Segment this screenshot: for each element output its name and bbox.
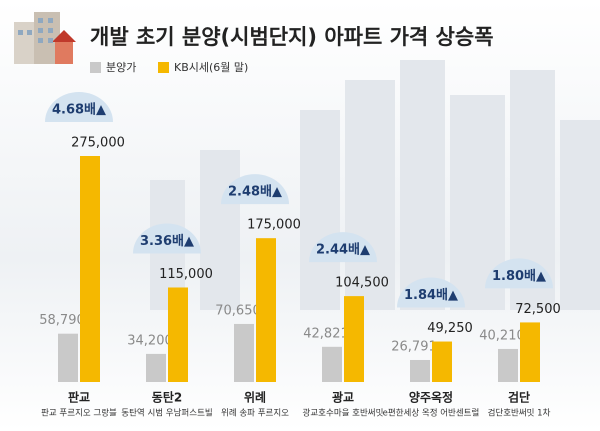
multiplier-label: 2.44배▲ <box>316 242 370 258</box>
value-label: 49,250 <box>427 321 473 336</box>
building-icon <box>14 12 76 64</box>
bar <box>168 287 188 382</box>
x-tick-label: 판교 <box>68 390 90 405</box>
bar <box>58 333 78 382</box>
legend-swatch <box>158 62 169 73</box>
value-label: 42,821 <box>303 326 349 341</box>
legend-swatch <box>90 62 101 73</box>
multiplier-label: 3.36배▲ <box>140 233 194 249</box>
badge-bg <box>397 277 465 308</box>
x-tick-label: 광교 <box>332 390 354 405</box>
multiplier-label: 4.68배▲ <box>52 102 106 118</box>
x-tick-label: 양주옥정 <box>409 390 453 405</box>
value-label: 104,500 <box>335 276 389 291</box>
x-sub-label: e편한세상 옥정 어반센트럴 <box>383 408 480 419</box>
x-sub-label: 광교호수마을 호반써밋 <box>303 408 384 419</box>
value-label: 275,000 <box>71 136 125 151</box>
bar <box>234 323 254 382</box>
bar <box>80 156 100 382</box>
value-label: 26,791 <box>391 339 437 354</box>
value-label: 58,790 <box>39 313 85 328</box>
bar <box>146 353 166 382</box>
multiplier-label: 1.84배▲ <box>404 287 458 303</box>
badge-bg <box>485 258 553 289</box>
bar <box>520 322 540 382</box>
value-label: 40,210 <box>479 328 525 343</box>
legend-label: 분양가 <box>106 61 136 74</box>
x-tick-label: 위례 <box>244 390 266 405</box>
x-tick-label: 검단 <box>508 390 530 405</box>
bar <box>322 346 342 382</box>
multiplier-label: 1.80배▲ <box>492 268 546 284</box>
value-label: 34,200 <box>127 333 173 348</box>
bar <box>498 348 518 382</box>
bar <box>256 238 276 382</box>
value-label: 175,000 <box>247 218 301 233</box>
x-tick-label: 동탄2 <box>152 390 182 405</box>
legend-label: KB시세(6월 말) <box>174 61 248 74</box>
bar <box>344 296 364 382</box>
x-sub-label: 판교 푸르지오 그랑블 <box>41 408 117 419</box>
x-sub-label: 검단호반써밋 1차 <box>488 408 551 419</box>
value-label: 115,000 <box>159 267 213 282</box>
badge-bg <box>221 174 289 205</box>
x-sub-label: 위례 송파 푸르지오 <box>221 408 289 419</box>
chart-title: 개발 초기 분양(시범단지) 아파트 가격 상승폭 <box>90 25 494 49</box>
value-label: 72,500 <box>515 302 561 317</box>
bar <box>410 359 430 382</box>
value-label: 70,650 <box>215 303 261 318</box>
badge-bg <box>45 92 113 122</box>
bar <box>432 341 452 382</box>
badge-bg <box>133 223 201 254</box>
multiplier-label: 2.48배▲ <box>228 184 282 200</box>
x-sub-label: 동탄역 시범 우남퍼스트빌 <box>121 408 212 419</box>
badge-bg <box>309 232 377 263</box>
